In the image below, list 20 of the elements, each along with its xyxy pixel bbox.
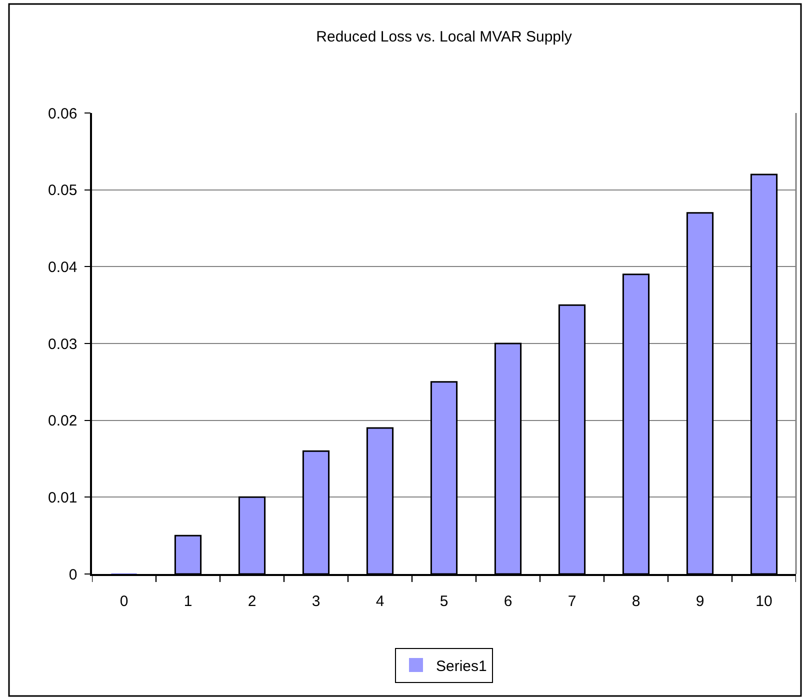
chart-title: Reduced Loss vs. Local MVAR Supply [316, 28, 572, 46]
x-tick-label: 10 [756, 592, 772, 610]
x-tick-label: 4 [376, 592, 384, 610]
x-tick-label: 5 [440, 592, 448, 610]
y-tick-label: 0.02 [48, 412, 78, 430]
legend-label: Series1 [436, 658, 487, 675]
y-tick-label: 0.03 [48, 336, 78, 353]
y-tick-label: 0.01 [48, 489, 78, 506]
x-tick-label: 2 [248, 592, 256, 610]
x-tick-label: 1 [184, 592, 192, 610]
y-tick-label: 0.05 [48, 182, 78, 200]
y-tick-label: 0.04 [48, 258, 78, 276]
y-tick-label: 0.06 [48, 105, 78, 122]
x-tick-label: 3 [312, 592, 320, 610]
x-tick-label: 0 [120, 592, 128, 610]
y-tick-label: 0 [68, 566, 78, 584]
x-tick-label: 6 [504, 592, 512, 610]
x-tick-label: 7 [568, 592, 576, 610]
x-tick-label: 9 [696, 592, 704, 610]
x-tick-label: 8 [632, 592, 640, 610]
